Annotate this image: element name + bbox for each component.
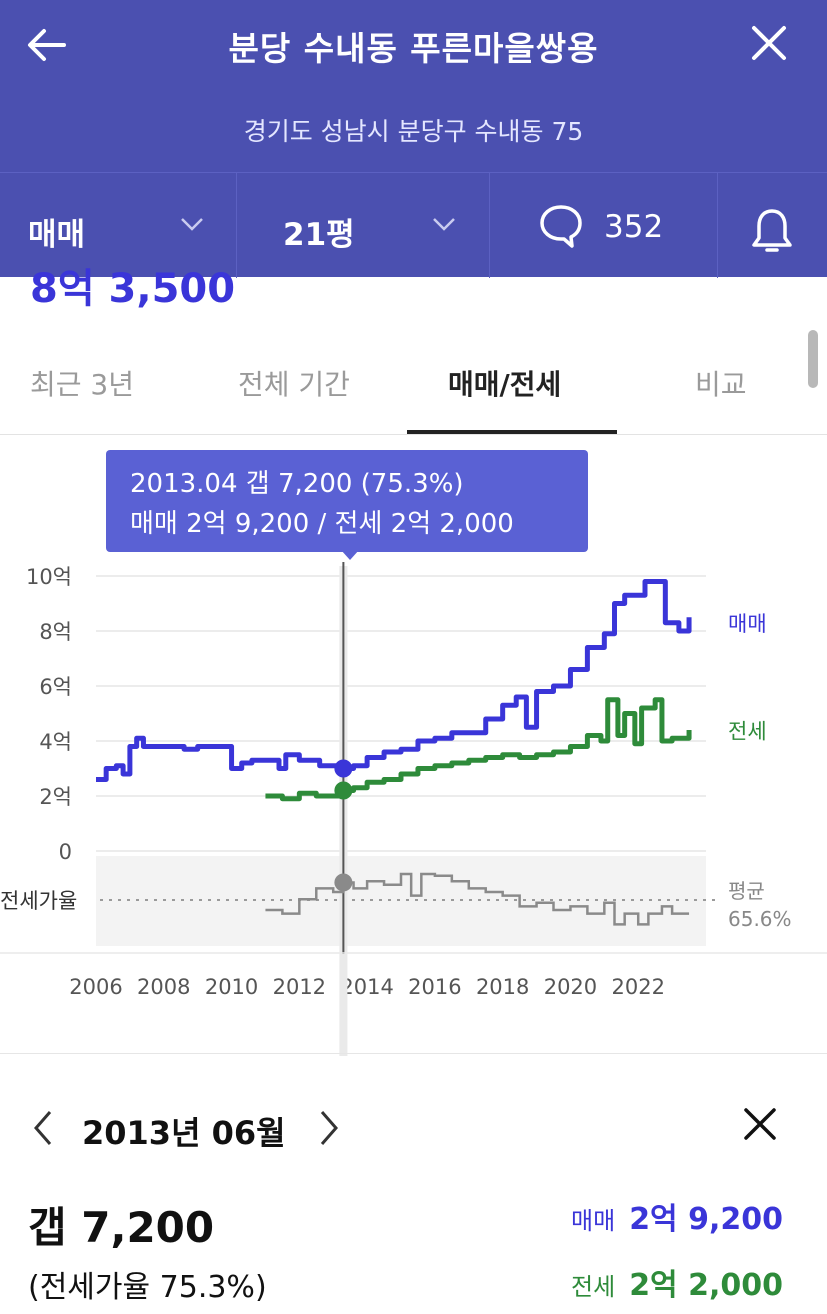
jeonse-label: 전세 <box>571 1273 616 1301</box>
filter-bar: 매매 21평 352 <box>0 172 827 278</box>
tooltip-line-1: 2013.04 갭 7,200 (75.3%) <box>130 469 464 499</box>
sale-selected-point <box>334 759 353 778</box>
tooltip-line-2: 매매 2억 9,200 / 전세 2억 2,000 <box>130 509 514 539</box>
speech-bubble-icon <box>540 205 582 248</box>
jeonse-price-row: 전세 2억 2,000 <box>571 1260 783 1304</box>
sale-price-row: 매매 2억 9,200 <box>571 1194 783 1238</box>
sale-value: 2억 9,200 <box>629 1202 783 1237</box>
title-bar: 분당 수내동 푸른마을쌍용 <box>0 0 827 88</box>
trade-type-dropdown[interactable]: 매매 <box>0 173 237 278</box>
trade-type-label: 매매 <box>28 217 86 253</box>
chart-bottom-divider <box>0 1053 827 1054</box>
tab-recent-3y[interactable]: 최근 3년 <box>30 368 134 401</box>
jeonse-series-label: 전세 <box>728 719 767 743</box>
current-price-partial: 8억 3,500 <box>30 266 236 312</box>
close-icon <box>752 26 786 60</box>
comment-count: 352 <box>604 209 664 245</box>
detail-panel: 2013년 06월 갭 7,200 (전세가율 75.3%) 매매 2억 9,20… <box>0 1054 827 1314</box>
ratio-axis-label: 전세가율 <box>0 889 77 913</box>
x-tick-label: 2020 <box>544 975 597 999</box>
ratio-average-value: 65.6% <box>728 907 792 931</box>
ratio-selected-point <box>334 873 353 892</box>
scrollbar[interactable] <box>808 330 818 388</box>
x-tick-label: 2018 <box>476 975 529 999</box>
jeonse-ratio: (전세가율 75.3%) <box>28 1270 267 1305</box>
tab-all-period[interactable]: 전체 기간 <box>238 368 350 401</box>
x-tick-label: 2012 <box>273 975 326 999</box>
comments-button[interactable]: 352 <box>490 173 718 278</box>
ratio-average-label: 평균 <box>728 879 765 903</box>
close-button[interactable] <box>744 18 794 68</box>
sale-series-line <box>96 579 692 782</box>
chart-tooltip: 2013.04 갭 7,200 (75.3%) 매매 2억 9,200 / 전세… <box>106 450 588 560</box>
x-tick-label: 2006 <box>69 975 122 999</box>
jeonse-series-line <box>265 697 692 802</box>
gap-amount: 갭 7,200 <box>28 1203 215 1252</box>
app-header: 분당 수내동 푸른마을쌍용 경기도 성남시 분당구 수내동 75 매매 21평 … <box>0 0 827 278</box>
jeonse-value: 2억 2,000 <box>629 1268 783 1303</box>
tab-compare[interactable]: 비교 <box>695 368 747 401</box>
tooltip-arrow <box>341 550 359 560</box>
notification-button[interactable] <box>718 173 827 278</box>
bell-icon <box>752 209 792 252</box>
tabs-divider <box>0 434 827 435</box>
size-dropdown[interactable]: 21평 <box>237 173 490 278</box>
chevron-left-icon <box>34 1111 52 1145</box>
chart-svg: 10억 8억 6억 4억 2억 0 전세가율 평균 65.6% 2006 2008 2010 2012 2… <box>0 562 827 1056</box>
x-tick-label: 2022 <box>611 975 664 999</box>
jeonse-selected-point <box>334 781 353 800</box>
selected-month: 2013년 06월 <box>82 1114 286 1152</box>
price-chart[interactable]: 10억 8억 6억 4억 2억 0 전세가율 평균 65.6% 2006 2008 2010 2012 2… <box>0 436 827 1056</box>
close-icon <box>744 1108 776 1140</box>
y-tick-label: 10억 <box>26 565 72 589</box>
y-tick-label: 6억 <box>39 675 72 699</box>
close-detail-button[interactable] <box>740 1104 780 1144</box>
next-month-button[interactable] <box>314 1108 344 1148</box>
size-label: 21평 <box>283 217 355 253</box>
y-tick-label: 0 <box>59 840 72 864</box>
x-tick-label: 2014 <box>340 975 393 999</box>
chevron-down-icon <box>181 218 203 231</box>
chevron-right-icon <box>320 1111 338 1145</box>
y-tick-label: 8억 <box>39 620 72 644</box>
chevron-down-icon <box>433 218 455 231</box>
x-tick-label: 2008 <box>137 975 190 999</box>
page-title: 분당 수내동 푸른마을쌍용 <box>228 29 599 68</box>
sale-label: 매매 <box>571 1207 616 1235</box>
tab-sale-jeonse[interactable]: 매매/전세 <box>448 368 562 401</box>
y-tick-label: 4억 <box>39 730 72 754</box>
x-tick-label: 2010 <box>205 975 258 999</box>
sale-series-label: 매매 <box>728 612 767 636</box>
x-tick-label: 2016 <box>408 975 461 999</box>
period-tabs: 최근 3년 전체 기간 매매/전세 비교 <box>0 335 800 435</box>
prev-month-button[interactable] <box>28 1108 58 1148</box>
address-text: 경기도 성남시 분당구 수내동 75 <box>243 117 584 146</box>
arrow-left-icon <box>28 29 66 61</box>
back-button[interactable] <box>22 20 72 70</box>
y-tick-label: 2억 <box>39 785 72 809</box>
active-tab-indicator <box>407 430 617 434</box>
